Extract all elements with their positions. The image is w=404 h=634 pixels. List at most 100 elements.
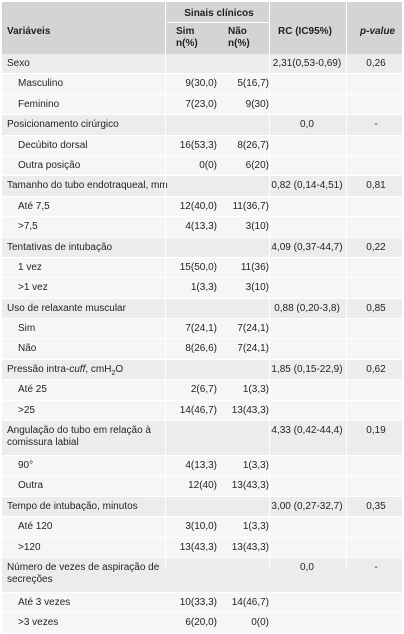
row-label: Até 25 — [18, 384, 47, 396]
row-label-line: Masculino — [18, 78, 64, 90]
row-label-line: Não — [18, 343, 37, 355]
table-row-category: Não 8(26,6) 7(24,1) — [2, 339, 402, 360]
row-label-line: Sexo — [7, 58, 30, 69]
row-label-line: 1 vez — [18, 261, 42, 273]
cell-odds-ratio: 3,00 (0,27-32,7) — [271, 500, 343, 512]
row-label: Feminino — [18, 99, 59, 111]
row-label: Tamanho do tubo endotraqueal, mm — [7, 180, 168, 192]
cell-odds-ratio: 0,82 (0,14-4,51) — [271, 180, 343, 192]
table-row-variable: Uso de relaxante muscular 0,88 (0,20-3,8)… — [2, 298, 402, 320]
header-sim-unit: n(%) — [176, 38, 198, 49]
table-row-variable: Angulação do tubo em relação à comissura … — [2, 421, 402, 457]
table-row-category: 1 vez 15(50,0) 11(36) — [2, 257, 402, 279]
cell-nao: 11(36,7) — [232, 200, 269, 212]
cell-p-value: 0,26 — [366, 58, 386, 69]
cell-sim: 4(13,3) — [185, 221, 217, 233]
table-row-variable: Número de vezes de aspiração de secreções… — [2, 557, 402, 593]
cell-p-value: - — [374, 119, 378, 131]
row-label-line: Até 120 — [18, 521, 53, 533]
row-label-line: Outra — [18, 480, 44, 492]
table-row-category: Masculino 9(30,0) 5(16,7) — [2, 74, 402, 95]
header-group-rule — [167, 22, 269, 23]
column-divider — [165, 2, 166, 568]
row-label-line: Outra posição — [18, 159, 81, 171]
header-clinical-signs: Sinais clínicos — [184, 8, 254, 19]
row-label-line: Sim — [18, 323, 36, 335]
cell-nao: 1(3,3) — [242, 460, 269, 472]
row-label-line: Tempo de intubação, minutos — [7, 500, 138, 512]
row-label: Masculino — [18, 78, 63, 90]
row-label: 90° — [18, 460, 33, 472]
table-row-category: Até 25 2(6,7) 1(3,3) — [2, 380, 402, 401]
cell-nao: 5(16,7) — [237, 78, 269, 90]
row-label-line: Até 3 vezes — [18, 596, 71, 608]
row-label: >3 vezes — [18, 617, 58, 629]
row-label-line: >120 — [18, 541, 41, 553]
table-row-category: Até 3 vezes 10(33,3) 14(46,7) — [2, 592, 402, 614]
cell-sim: 2(6,7) — [190, 384, 217, 396]
row-label: Uso de relaxante muscular — [7, 303, 126, 315]
row-label: >25 — [18, 405, 35, 417]
table-body: Sexo 2,31(0,53-0,69) 0,26 Masculino 9(30,0) 5… — [2, 54, 402, 634]
header-sim-label: Sim — [176, 26, 195, 37]
cell-sim: 13(43,3) — [179, 541, 217, 553]
header-sim: Sim n(%) — [176, 26, 198, 50]
row-label: Tentativas de intubação — [7, 242, 112, 254]
cell-sim: 1(3,3) — [190, 282, 217, 294]
table-row-category: >3 vezes 6(20,0) 0(0) — [2, 613, 402, 634]
row-label-line: 90° — [18, 460, 34, 472]
row-label: Não — [18, 343, 36, 355]
header-nao-label: Não — [228, 26, 247, 37]
row-label-line: comissura labial — [7, 437, 79, 449]
row-label-line: Número de vezes de aspiração de — [7, 561, 160, 573]
cell-sim: 6(20,0) — [185, 617, 217, 629]
cell-nao: 9(30) — [245, 98, 269, 110]
row-label-line: >3 vezes — [18, 617, 59, 629]
cell-odds-ratio: 0,0 — [300, 119, 314, 131]
row-label: 1 vez — [18, 262, 42, 274]
cell-odds-ratio: 4,09 (0,37-44,7) — [271, 241, 343, 253]
table-row-category: Até 120 3(10,0) 1(3,3) — [2, 517, 402, 538]
row-label: Até 120 — [18, 521, 52, 533]
table-row-category: Feminino 7(23,0) 9(30) — [2, 94, 402, 116]
row-label-line: >1 vez — [18, 282, 48, 294]
header-odds-ratio: RC (IC95%) — [278, 26, 332, 37]
table-row-category: Decúbito dorsal 16(53,3) 8(26,7) — [2, 135, 402, 156]
cell-nao: 7(24,1) — [237, 323, 269, 335]
row-label-line: Posicionamento cirúrgico — [7, 119, 119, 131]
cell-nao: 13(43,3) — [231, 404, 269, 416]
row-label-line: >25 — [18, 404, 35, 416]
row-label: >1 vez — [18, 282, 48, 294]
row-label-line: Decúbito dorsal — [18, 139, 88, 151]
row-label: Tempo de intubação, minutos — [7, 501, 138, 513]
row-label: Pressão intra-cuff, cmH2O — [7, 364, 123, 377]
cell-p-value: 0,62 — [366, 363, 386, 375]
cell-sim: 14(46,7) — [179, 404, 217, 416]
table-row-variable: Posicionamento cirúrgico 0,0 - — [2, 115, 402, 136]
cell-nao: 11(36) — [240, 261, 269, 273]
cell-odds-ratio: 1,85 (0,15-22,9) — [271, 363, 343, 375]
row-label-line: Até 7,5 — [18, 200, 50, 212]
cell-nao: 13(43,3) — [231, 480, 269, 492]
header-variables: Variáveis — [7, 26, 51, 37]
table-row-category: >1 vez 1(3,3) 3(10) — [2, 278, 402, 299]
cell-sim: 15(50,0) — [179, 261, 217, 273]
cell-sim: 7(24,1) — [185, 323, 217, 335]
column-divider — [346, 2, 347, 568]
cell-sim: 4(13,3) — [185, 460, 217, 472]
cell-sim: 16(53,3) — [179, 139, 217, 151]
table-header: Variáveis Sinais clínicos Sim n(%) Não n… — [2, 2, 402, 54]
clinical-signs-table: Variáveis Sinais clínicos Sim n(%) Não n… — [2, 2, 402, 629]
row-label-line: Até 25 — [18, 384, 47, 396]
cell-p-value: - — [374, 561, 378, 573]
table-row-variable: Tamanho do tubo endotraqueal, mm 0,82 (0,… — [2, 176, 402, 197]
table-row-category: Outra posição 0(0) 6(20) — [2, 155, 402, 177]
row-label-line: secreções — [7, 573, 53, 585]
cell-sim: 12(40,0) — [179, 200, 217, 212]
row-label-line: >7,5 — [18, 221, 38, 233]
table-row-category: Até 7,5 12(40,0) 11(36,7) — [2, 196, 402, 218]
cell-sim: 12(40) — [188, 480, 217, 492]
table-row-variable: Sexo 2,31(0,53-0,69) 0,26 — [2, 54, 402, 75]
row-label-line: Angulação do tubo em relação à — [7, 425, 151, 437]
table-row-variable: Pressão intra-cuff, cmH2O 1,85 (0,15-22,9… — [2, 359, 402, 381]
